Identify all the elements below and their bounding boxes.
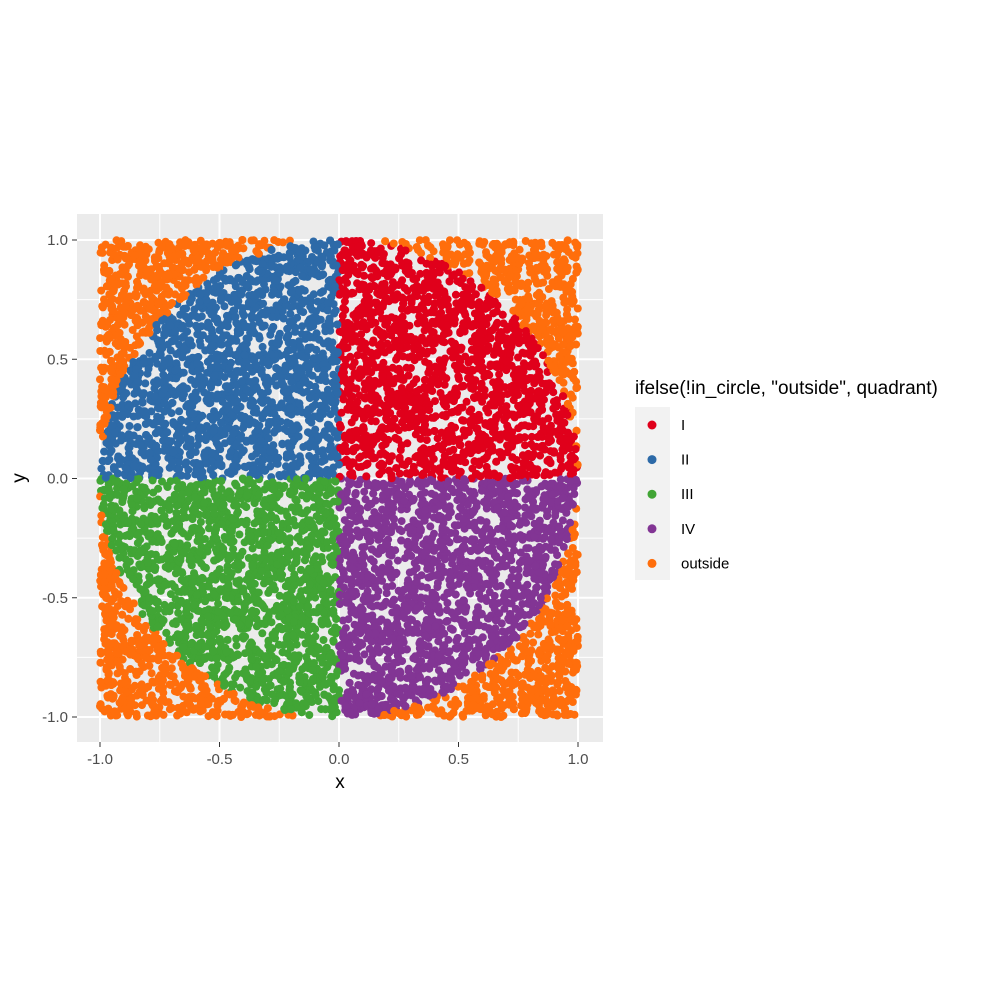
point-i — [353, 279, 362, 288]
point-outside — [389, 239, 398, 248]
point-ii — [146, 455, 155, 464]
point-outside — [171, 290, 180, 299]
point-i — [451, 290, 460, 299]
point-iv — [339, 616, 347, 625]
point-iv — [382, 589, 391, 598]
point-ii — [125, 422, 134, 430]
point-ii — [183, 471, 192, 480]
point-iii — [158, 477, 166, 486]
point-iv — [397, 527, 406, 536]
point-iii — [196, 518, 205, 526]
point-outside — [117, 237, 126, 246]
point-iv — [406, 476, 414, 485]
point-iii — [166, 590, 175, 599]
point-i — [391, 433, 400, 442]
point-outside — [119, 583, 128, 592]
point-ii — [100, 447, 109, 456]
point-ii — [269, 441, 278, 450]
point-iv — [501, 552, 510, 561]
point-outside — [529, 638, 538, 647]
point-i — [431, 397, 439, 406]
point-outside — [147, 669, 156, 678]
point-i — [394, 364, 403, 373]
point-iii — [294, 503, 303, 512]
data-points — [96, 236, 582, 721]
point-ii — [313, 297, 322, 306]
point-iii — [323, 538, 331, 547]
point-ii — [298, 322, 307, 331]
point-iii — [229, 680, 238, 689]
point-iv — [541, 552, 550, 561]
point-i — [449, 445, 458, 454]
point-ii — [97, 464, 106, 473]
point-ii — [283, 324, 292, 333]
point-i — [440, 380, 449, 389]
point-outside — [547, 297, 556, 306]
point-outside — [499, 686, 508, 695]
point-ii — [152, 453, 161, 462]
point-i — [549, 388, 558, 397]
point-i — [349, 289, 358, 298]
point-iii — [248, 544, 257, 553]
point-i — [367, 239, 376, 248]
point-outside — [415, 236, 424, 245]
point-outside — [542, 311, 551, 320]
point-outside — [179, 692, 188, 701]
point-i — [527, 432, 536, 441]
point-iv — [443, 599, 452, 607]
point-iv — [349, 669, 358, 678]
point-iv — [551, 511, 560, 520]
point-iv — [521, 503, 529, 512]
point-i — [371, 417, 380, 426]
point-iv — [426, 522, 435, 531]
point-ii — [147, 407, 156, 416]
point-outside — [568, 544, 577, 552]
point-ii — [167, 409, 176, 418]
point-i — [412, 274, 421, 283]
point-outside — [544, 285, 553, 293]
point-ii — [232, 260, 241, 269]
point-i — [371, 253, 380, 262]
point-iv — [393, 556, 402, 565]
point-outside — [231, 697, 240, 706]
point-iv — [417, 571, 426, 580]
point-outside — [526, 629, 535, 638]
